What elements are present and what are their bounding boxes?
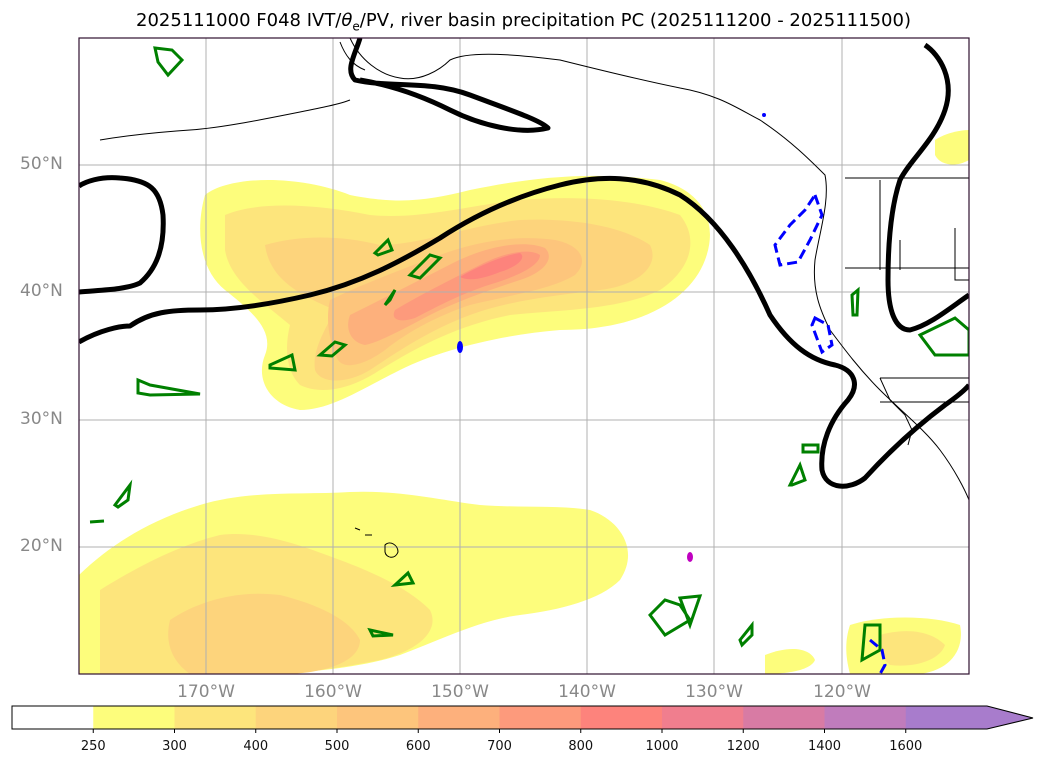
- theta-contour-14: [917, 316, 969, 357]
- theta-contour-4: [316, 340, 349, 358]
- lon-label-120: 120°W: [813, 682, 871, 702]
- theta-contour-7: [407, 253, 443, 280]
- theta-contour-10: [367, 627, 394, 638]
- theta-contour-9: [390, 570, 416, 587]
- magenta-marker: [687, 552, 693, 562]
- ivt-250-small: [765, 648, 815, 674]
- theta-contour-3: [268, 352, 297, 372]
- lon-label-170: 170°W: [177, 682, 235, 702]
- theta-e-negative-contours: [773, 191, 887, 674]
- state-borders: [845, 177, 969, 281]
- colorbar-tick-label: 600: [405, 739, 431, 754]
- coastlines: [99, 38, 969, 558]
- theta-contour-8: [112, 479, 133, 509]
- theta-contour-5: [372, 237, 394, 257]
- lat-label-30: 30°N: [20, 409, 63, 429]
- coastline-aleutians: [99, 99, 351, 141]
- colorbar-tick-label: 250: [80, 739, 106, 754]
- theta-contour-15: [850, 286, 860, 317]
- coastline-hawaii: [354, 527, 399, 558]
- theta-contour-2: [136, 377, 201, 397]
- theta-contour-6: [383, 289, 397, 307]
- theta-contour-16: [860, 623, 882, 663]
- theta-contour-1: [153, 46, 185, 78]
- theta-neg-contour-1: [773, 191, 824, 267]
- blue-marker-2: [762, 113, 766, 117]
- pv-contours: [79, 38, 969, 489]
- lon-label-130: 130°W: [685, 682, 743, 702]
- lon-label-140: 140°W: [558, 682, 616, 702]
- colorbar-tick-label: 1400: [807, 739, 842, 754]
- theta-contour-12: [738, 620, 754, 648]
- title-suffix: /PV, river basin precipitation PC (20251…: [359, 10, 911, 31]
- colorbar-tick-label: 300: [162, 739, 187, 754]
- colorbar-tick-label: 500: [324, 739, 350, 754]
- lon-label-160: 160°W: [304, 682, 362, 702]
- lat-label-40: 40°N: [20, 281, 63, 301]
- theta-contour-13: [787, 443, 820, 487]
- title-theta-sub: e: [352, 19, 360, 34]
- theta-e-positive-contours: [89, 46, 969, 663]
- theta-contour-11: [648, 594, 703, 637]
- title-theta: θ: [341, 10, 353, 31]
- lat-label-50: 50°N: [20, 154, 63, 174]
- colorbar-tick-label: 700: [487, 739, 512, 754]
- coastline-alaska-peninsula: [339, 41, 366, 71]
- theta-neg-contour-2: [810, 315, 834, 355]
- theta-contour-17: [89, 519, 105, 524]
- blue-markers: [457, 113, 766, 353]
- lon-label-150: 150°W: [431, 682, 489, 702]
- ivt-400-south: [168, 593, 360, 674]
- colorbar-tick-label: 800: [568, 739, 594, 754]
- pv-contour-east: [885, 42, 969, 333]
- map-frame: [78, 37, 970, 675]
- pv-contour-west: [79, 175, 166, 295]
- mexico-border: [880, 377, 969, 403]
- colorbar-tick-label: 1200: [726, 739, 760, 754]
- blue-marker-1: [457, 341, 463, 353]
- pv-contour-north: [348, 38, 551, 133]
- pv-contour-main: [79, 175, 969, 489]
- ivt-shading: [79, 130, 969, 674]
- colorbar-tick-label: 1000: [645, 739, 679, 754]
- graticule: [79, 38, 969, 674]
- ivt-800-core: [460, 253, 523, 280]
- map-title: 2025111000 F048 IVT/θe/PV, river basin p…: [0, 10, 1047, 34]
- ivt-250-northeast: [935, 130, 969, 165]
- ivt-300-southeast: [877, 631, 945, 666]
- colorbar-tick-label: 1600: [889, 739, 923, 754]
- theta-neg-contour-3: [869, 638, 887, 674]
- title-prefix: 2025111000 F048 IVT/: [136, 10, 342, 31]
- lat-label-20: 20°N: [20, 536, 63, 556]
- coastline-north-america: [349, 38, 969, 501]
- colorbar-tick-label: 400: [243, 739, 269, 754]
